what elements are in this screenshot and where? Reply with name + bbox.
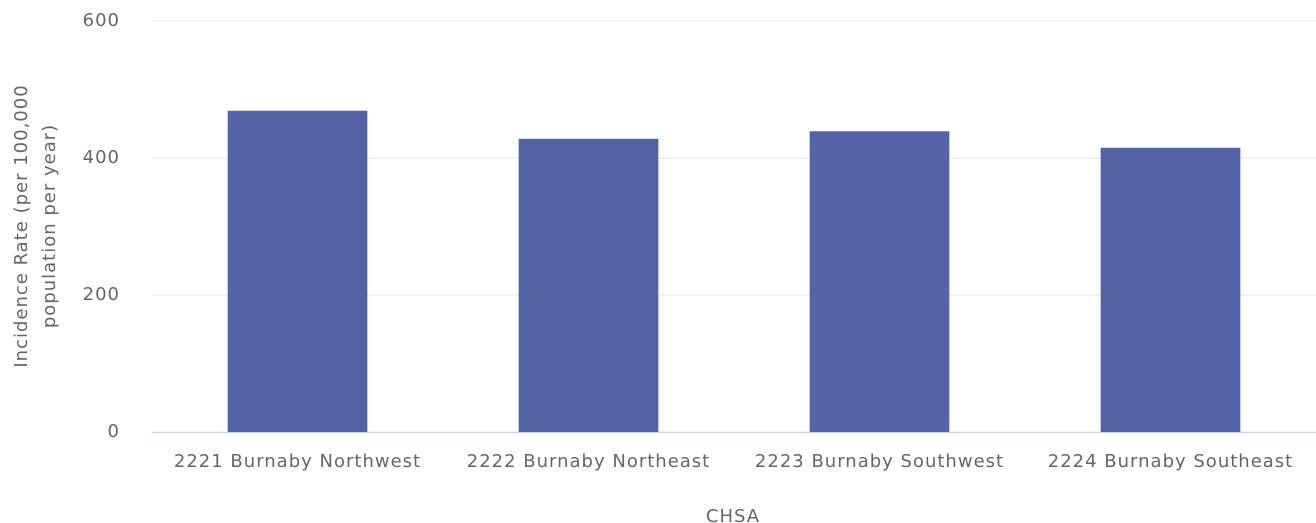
x-tick-label: 2221 Burnaby Northwest — [174, 451, 421, 472]
x-tick-label: 2223 Burnaby Southwest — [755, 451, 1004, 472]
y-axis-title: Incidence Rate (per 100,000 population p… — [11, 84, 60, 367]
x-tick-label: 2224 Burnaby Southeast — [1048, 451, 1293, 472]
y-tick-label: 400 — [83, 147, 120, 168]
x-tick-label: 2222 Burnaby Northeast — [467, 451, 711, 472]
x-axis-title: CHSA — [706, 506, 760, 523]
y-axis-title-line: Incidence Rate (per 100,000 — [11, 84, 32, 367]
bar — [227, 110, 368, 433]
y-axis-title-line: population per year) — [39, 124, 60, 328]
y-tick-label: 200 — [83, 284, 120, 305]
bar — [518, 138, 659, 432]
bar — [809, 131, 950, 432]
y-tick-label: 0 — [108, 421, 120, 442]
bar — [1100, 147, 1241, 432]
y-tick-label: 600 — [83, 10, 120, 31]
